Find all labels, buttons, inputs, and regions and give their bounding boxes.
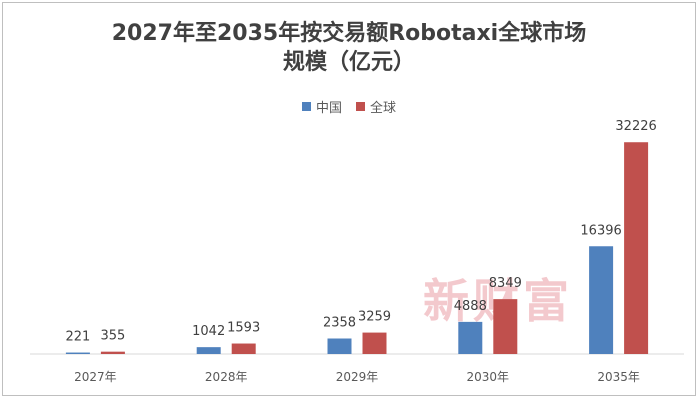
data-label-china: 2358 xyxy=(323,316,356,331)
x-tick-label: 2029年 xyxy=(336,370,379,384)
data-label-global: 32226 xyxy=(615,119,656,134)
chart-title: 2027年至2035年按交易额Robotaxi全球市场 规模（亿元） xyxy=(3,19,695,77)
data-label-china: 4888 xyxy=(454,299,487,314)
data-label-china: 1042 xyxy=(192,324,225,339)
data-label-china: 221 xyxy=(65,330,90,345)
x-tick-label: 2035年 xyxy=(597,370,640,384)
chart-plot: 2027年 221 355 2028年 1042 1593 2029年 2358 3259 203… xyxy=(30,119,684,384)
legend-label-global: 全球 xyxy=(370,101,397,116)
chart-title-line-2: 规模（亿元） xyxy=(282,50,415,75)
data-label-global: 355 xyxy=(100,329,125,344)
bar-china xyxy=(65,352,90,354)
x-tick-label: 2030年 xyxy=(467,370,510,384)
x-tick-label: 2028年 xyxy=(205,370,248,384)
chart-legend: 中国 全球 xyxy=(3,97,695,116)
bar-global xyxy=(100,351,125,354)
bar-global xyxy=(493,299,518,354)
data-label-china: 16396 xyxy=(580,223,621,238)
bar-china xyxy=(327,338,352,354)
legend-item-global: 全球 xyxy=(356,97,396,116)
bar-china xyxy=(196,347,221,354)
data-label-global: 1593 xyxy=(227,321,260,336)
bar-china xyxy=(589,246,614,354)
data-label-global: 3259 xyxy=(358,310,391,325)
legend-item-china: 中国 xyxy=(301,97,342,116)
legend-label-china: 中国 xyxy=(315,101,342,116)
bar-global xyxy=(362,332,387,354)
bar-global xyxy=(624,142,649,354)
chart-frame: 2027年至2035年按交易额Robotaxi全球市场 规模（亿元） 中国 全球… xyxy=(2,2,696,396)
x-tick-label: 2027年 xyxy=(74,370,117,384)
legend-swatch-china xyxy=(301,102,311,111)
bar-china xyxy=(458,321,483,354)
bar-global xyxy=(231,343,256,354)
data-label-global: 8349 xyxy=(489,276,522,291)
legend-swatch-global xyxy=(356,102,365,111)
chart-title-line-1: 2027年至2035年按交易额Robotaxi全球市场 xyxy=(111,21,587,46)
